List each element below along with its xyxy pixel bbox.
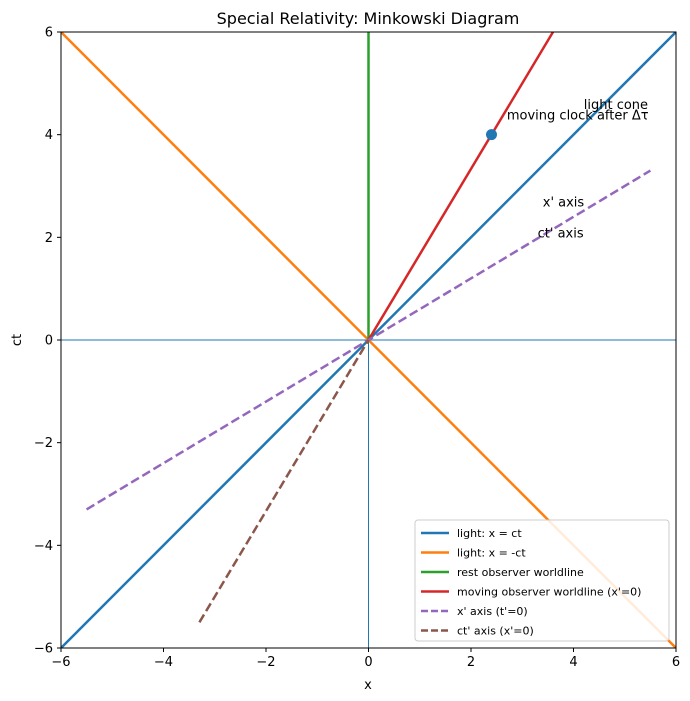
chart-title: Special Relativity: Minkowski Diagram <box>217 9 520 28</box>
x-tick-label: 0 <box>364 655 372 670</box>
y-axis-label: ct <box>10 334 25 346</box>
annotation-ct-axis: ct' axis <box>538 226 584 241</box>
x-tick-label: −2 <box>256 655 275 670</box>
legend-label-rest-observer-worldline: rest observer worldline <box>457 566 584 579</box>
legend-box <box>414 519 670 642</box>
series-line-ct-axis-x-0 <box>198 339 370 623</box>
legend: light: x = ct light: x = -ct rest observer… <box>414 519 670 642</box>
event-point <box>486 129 497 141</box>
y-tick-label: −2 <box>34 436 53 451</box>
y-tick-label: 6 <box>45 26 53 41</box>
x-tick-label: −6 <box>51 655 70 670</box>
annotation-x-axis: x' axis <box>543 196 585 211</box>
y-tick-label: 0 <box>45 334 53 349</box>
x-tick-label: 2 <box>467 655 475 670</box>
legend-label-light-x-ct: light: x = -ct <box>457 547 526 560</box>
x-tick-label: 6 <box>672 655 680 670</box>
legend-label-ct-axis-x-0: ct' axis (x'=0) <box>457 625 534 638</box>
y-tick-label: −6 <box>34 642 53 657</box>
series-line-moving-observer-worldline-x-0 <box>367 32 555 341</box>
y-tick-label: 2 <box>45 231 53 246</box>
x-tick-label: −4 <box>154 655 173 670</box>
y-tick-label: 4 <box>45 128 53 143</box>
axes: −6 −4 −2 0 2 4 6 −6 −4 −2 0 2 4 6 <box>34 26 680 671</box>
plot-area <box>61 32 676 648</box>
legend-label-moving-observer-worldline-x-0: moving observer worldline (x'=0) <box>457 586 641 599</box>
x-axis-label: x <box>364 678 372 693</box>
annotation-moving-clock-after: moving clock after Δτ <box>507 108 649 123</box>
annotation-light-cone: light cone <box>584 98 648 113</box>
x-tick-label: 4 <box>569 655 577 670</box>
legend-label-x-axis-t-0: x' axis (t'=0) <box>457 605 528 618</box>
y-tick-label: −4 <box>34 539 53 554</box>
legend-label-light-x-ct: light: x = ct <box>457 527 522 540</box>
